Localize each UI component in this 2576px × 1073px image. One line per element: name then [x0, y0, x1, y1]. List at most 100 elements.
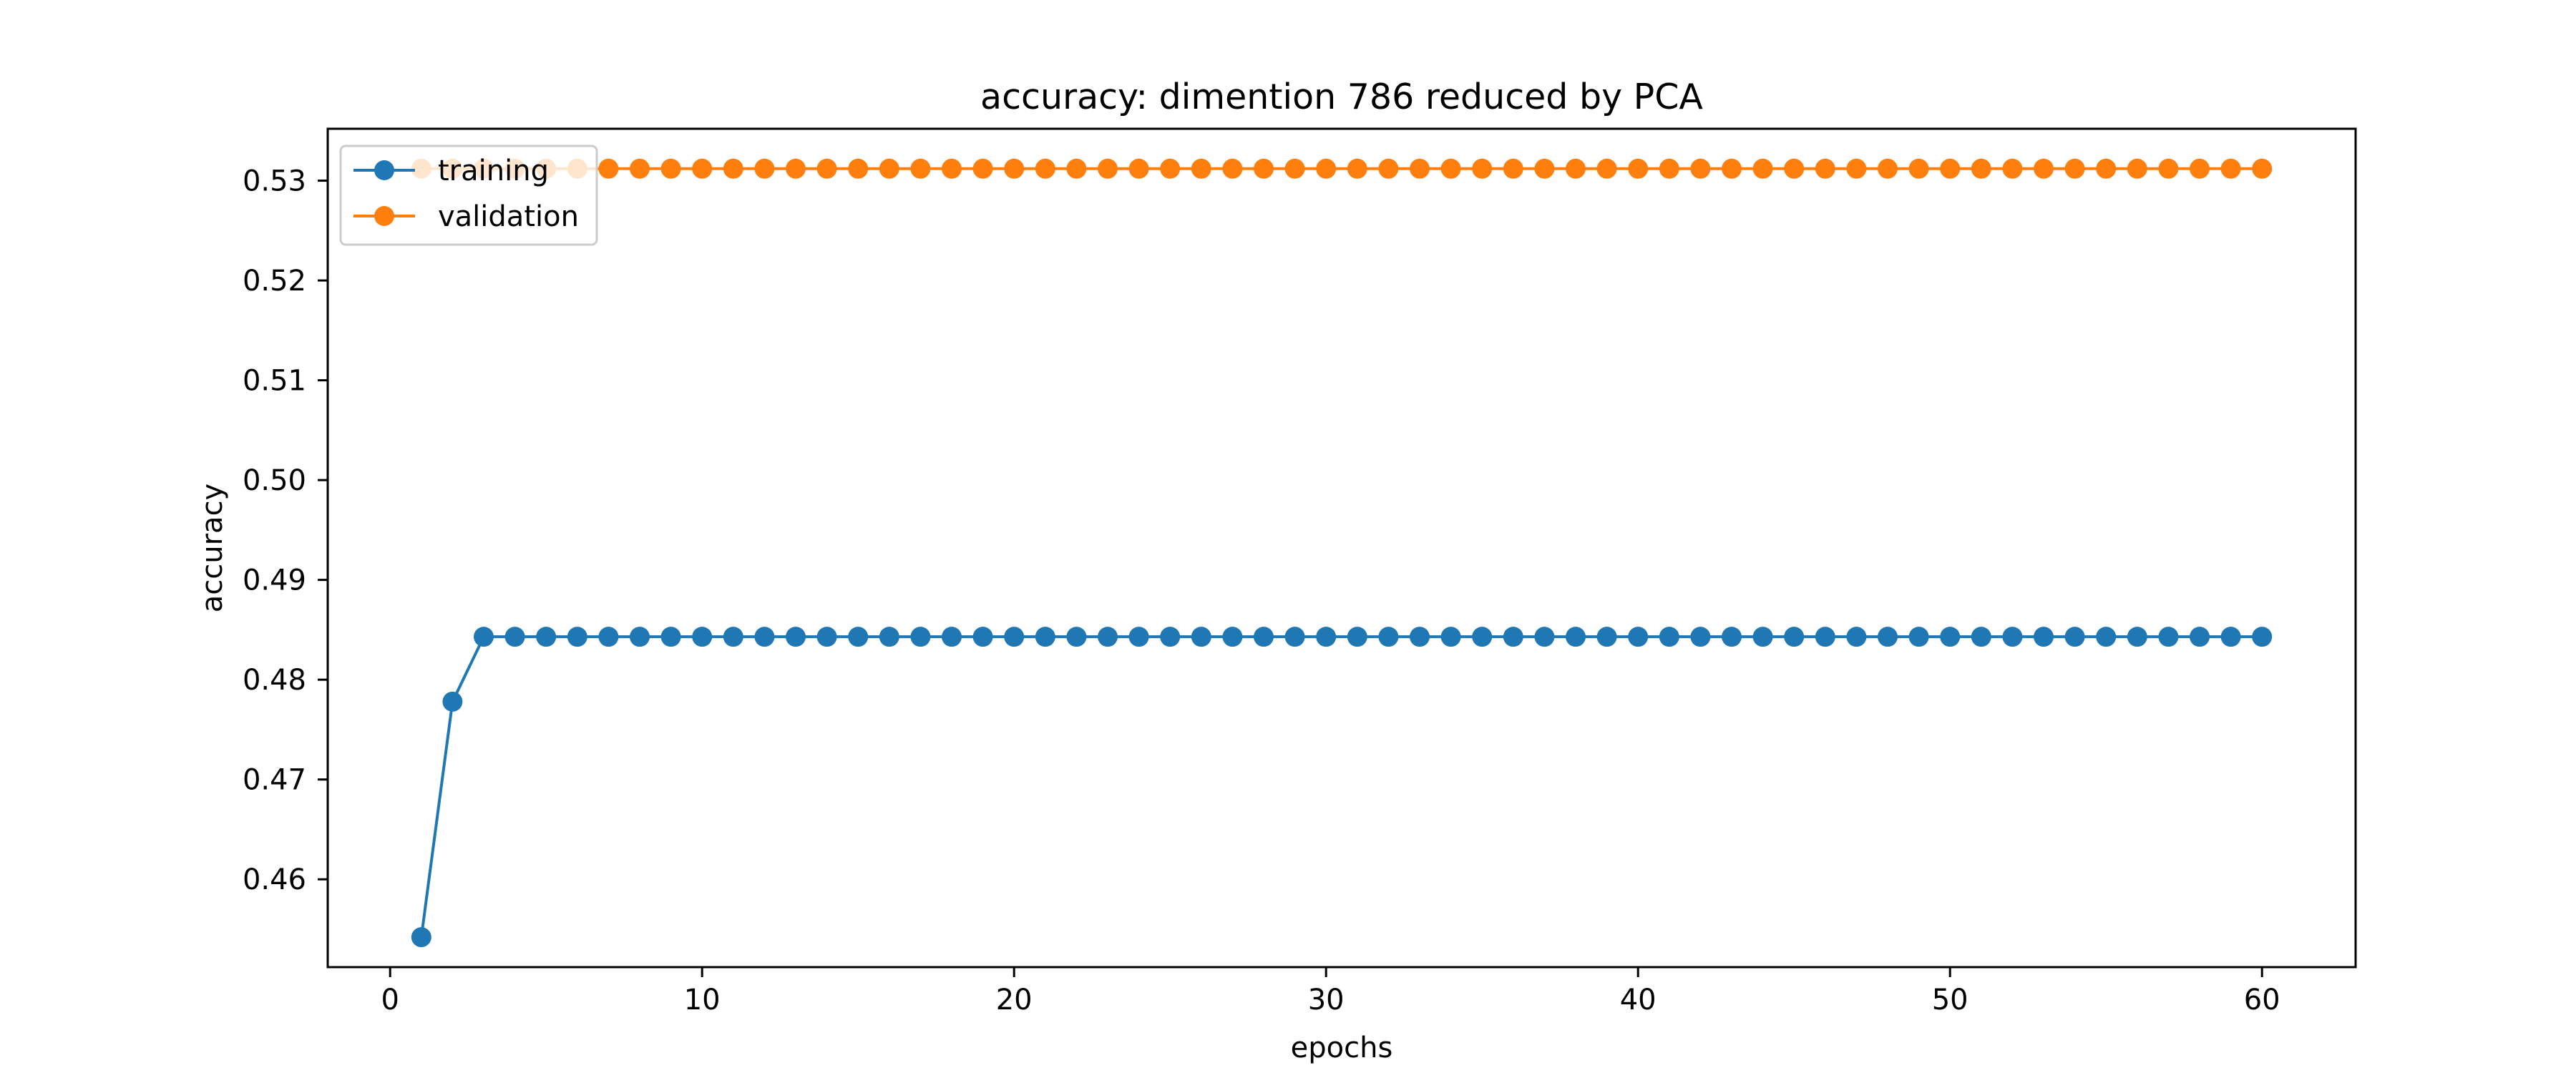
plot-series: [411, 158, 2273, 948]
data-point-validation: [1098, 158, 1118, 179]
data-point-validation: [1284, 158, 1305, 179]
data-point-validation: [1784, 158, 1805, 179]
x-tick-label: 60: [2244, 984, 2280, 1016]
data-point-validation: [598, 158, 619, 179]
data-point-validation: [692, 158, 713, 179]
x-tick-label: 10: [684, 984, 721, 1016]
data-point-validation: [2002, 158, 2023, 179]
data-point-validation: [879, 158, 899, 179]
data-point-training: [1908, 627, 1929, 647]
data-point-validation: [942, 158, 962, 179]
data-point-training: [1628, 627, 1649, 647]
data-point-training: [1596, 627, 1617, 647]
data-point-training: [2220, 627, 2241, 647]
plot-frame: [326, 127, 2357, 969]
data-point-training: [474, 627, 494, 647]
data-point-validation: [816, 158, 837, 179]
legend: training validation: [339, 144, 598, 246]
data-point-validation: [630, 158, 650, 179]
legend-marker-training: [374, 160, 394, 180]
data-point-training: [1940, 627, 1961, 647]
data-point-training: [1098, 627, 1118, 647]
y-tick-label: 0.53: [243, 165, 306, 198]
data-point-training: [1035, 627, 1055, 647]
data-point-training: [1690, 627, 1711, 647]
data-point-validation: [1004, 158, 1025, 179]
data-point-training: [1347, 627, 1367, 647]
y-tick-label: 0.48: [243, 664, 306, 697]
data-point-training: [1410, 627, 1430, 647]
data-point-training: [504, 627, 525, 647]
x-tick-label: 20: [996, 984, 1033, 1016]
data-point-training: [660, 627, 681, 647]
data-point-training: [1659, 627, 1679, 647]
data-point-validation: [1160, 158, 1181, 179]
data-point-validation: [1472, 158, 1493, 179]
data-point-training: [1878, 627, 1898, 647]
data-point-validation: [1690, 158, 1711, 179]
legend-item-training: training: [353, 155, 549, 187]
data-point-training: [1503, 627, 1523, 647]
data-point-training: [754, 627, 775, 647]
data-point-training: [630, 627, 650, 647]
y-tick-label: 0.46: [243, 863, 306, 896]
data-point-validation: [660, 158, 681, 179]
data-point-validation: [1222, 158, 1243, 179]
y-tick-label: 0.51: [243, 365, 306, 398]
data-point-training: [536, 627, 557, 647]
y-tick-label: 0.50: [243, 464, 306, 497]
data-point-validation: [1722, 158, 1742, 179]
data-point-validation: [1846, 158, 1867, 179]
data-point-validation: [1316, 158, 1337, 179]
data-point-validation: [2096, 158, 2117, 179]
data-point-validation: [1035, 158, 1055, 179]
data-point-training: [442, 691, 463, 712]
data-point-validation: [1191, 158, 1211, 179]
data-point-training: [816, 627, 837, 647]
legend-item-validation: validation: [353, 200, 579, 233]
data-point-training: [942, 627, 962, 647]
data-point-validation: [1971, 158, 1991, 179]
data-point-training: [1722, 627, 1742, 647]
data-point-training: [972, 627, 993, 647]
data-point-validation: [1410, 158, 1430, 179]
data-point-training: [1440, 627, 1461, 647]
data-point-training: [2252, 627, 2273, 647]
data-point-training: [1752, 627, 1773, 647]
data-point-training: [1160, 627, 1181, 647]
series-training: [411, 627, 2273, 948]
data-point-validation: [1128, 158, 1149, 179]
data-point-validation: [2220, 158, 2241, 179]
data-point-training: [2190, 627, 2210, 647]
data-point-validation: [1440, 158, 1461, 179]
legend-label-validation: validation: [438, 200, 579, 233]
data-point-training: [2034, 627, 2054, 647]
data-point-training: [1472, 627, 1493, 647]
data-point-training: [692, 627, 713, 647]
data-point-training: [848, 627, 869, 647]
data-point-validation: [1347, 158, 1367, 179]
data-point-training: [1846, 627, 1867, 647]
data-point-training: [723, 627, 743, 647]
data-point-training: [411, 927, 431, 948]
data-point-validation: [2190, 158, 2210, 179]
x-tick-label: 30: [1308, 984, 1345, 1016]
data-point-validation: [1254, 158, 1274, 179]
data-point-training: [1378, 627, 1399, 647]
data-point-validation: [1628, 158, 1649, 179]
data-point-validation: [1659, 158, 1679, 179]
series-validation: [411, 158, 2273, 179]
data-point-validation: [1940, 158, 1961, 179]
data-point-validation: [723, 158, 743, 179]
data-point-validation: [754, 158, 775, 179]
data-point-validation: [1378, 158, 1399, 179]
x-axis-ticks: 0 10 20 30 40 50 60: [381, 967, 2280, 1016]
data-point-training: [910, 627, 931, 647]
x-tick-label: 50: [1932, 984, 1968, 1016]
data-point-validation: [786, 158, 806, 179]
data-point-training: [2064, 627, 2085, 647]
data-point-training: [1128, 627, 1149, 647]
y-axis-label: accuracy: [196, 484, 229, 612]
data-point-training: [1284, 627, 1305, 647]
